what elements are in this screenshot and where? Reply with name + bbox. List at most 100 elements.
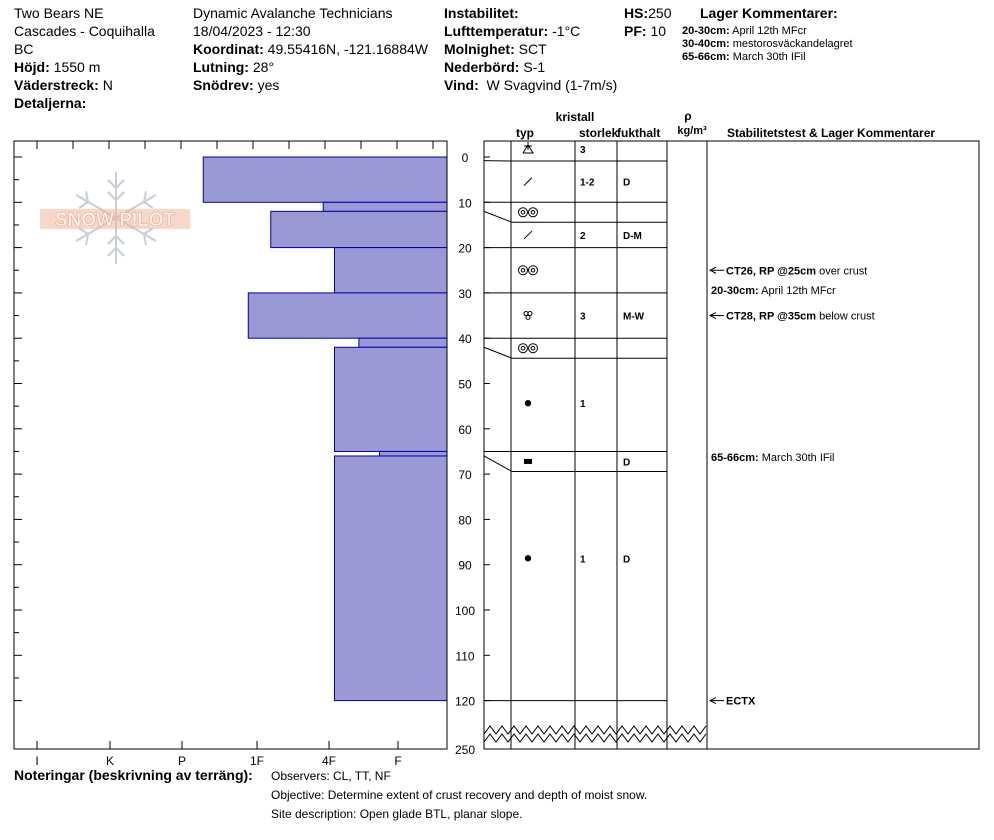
hardness-tick-label: 4F <box>322 754 336 768</box>
pf-label: PF: <box>624 23 647 39</box>
wind-value: W Svagvind (1-7m/s) <box>486 77 618 93</box>
aspect-row: Väderstreck: N <box>14 76 113 94</box>
test-arrow-head <box>708 266 717 274</box>
drift-label: Snödrev: <box>193 77 254 93</box>
hardness-tick-label: K <box>106 754 114 768</box>
column-headers: kristall typ storlek fukthalt ρ kg/m³ St… <box>516 109 935 140</box>
depth-tick-label: 40 <box>458 332 472 346</box>
layer-note-label: 65-66cm: March 30th IFil <box>711 452 835 464</box>
melt-ring <box>528 207 538 218</box>
notes-line-1: Observers: CL, TT, NF <box>271 769 391 783</box>
wind-row: Vind: W Svagvind (1-7m/s) <box>444 76 617 94</box>
melt-ring <box>518 265 528 276</box>
depth-tick-label: 120 <box>455 695 475 709</box>
grain-size-label: 1-2 <box>580 178 595 189</box>
rho-header: ρ <box>684 109 691 123</box>
hardness-tick-label: P <box>178 754 186 768</box>
elevation-label: Höjd: <box>14 59 50 75</box>
elevation-row: Höjd: 1550 m <box>14 58 100 76</box>
hardness-bar <box>334 247 448 294</box>
hardness-tick-label: I <box>35 754 38 768</box>
coordinate-row: Koordinat: 49.55416N, -121.16884W <box>193 40 428 58</box>
airtemp-value: -1°C <box>552 23 581 39</box>
depth-tick-label: 10 <box>458 196 472 210</box>
layer-note-label: 20-30cm: April 12th MFcr <box>711 285 836 297</box>
layer-comment-3: 65-66cm: March 30th IFil <box>682 51 806 63</box>
depth-tick-label: 90 <box>458 559 472 573</box>
axis-break-mark <box>483 725 707 735</box>
layer-connector <box>483 346 513 359</box>
axis-break-mark <box>483 733 707 743</box>
ice-block <box>524 458 532 464</box>
location-name: Two Bears NE <box>14 5 104 21</box>
rounded-grain-icon <box>524 555 532 562</box>
stability-comments: CT26, RP @25cm over crust CT28, RP @35cm … <box>708 265 875 708</box>
watermark-text: SNOW PILOT <box>55 210 176 231</box>
hardness-tick-label: 1F <box>250 754 264 768</box>
observation-datetime: 18/04/2023 - 12:30 <box>193 23 311 39</box>
stability-header: Stabilitetstest & Lager Kommentarer <box>727 126 935 140</box>
rounded-grain-icon <box>524 400 532 407</box>
layer-comment-1: 20-30cm: April 12th MFcr <box>682 25 807 37</box>
surface-hoar-icon <box>522 142 534 154</box>
moisture-label: D <box>623 554 630 565</box>
melt-form-icon <box>518 265 538 276</box>
hs-row: HS:250 <box>624 4 671 22</box>
elevation-value: 1550 m <box>53 59 101 75</box>
layer-comment-2: 30-40cm: mestorosväckandelagret <box>682 38 853 50</box>
hardness-bar <box>358 337 448 348</box>
hardness-bar <box>334 346 448 452</box>
layer-connector <box>483 455 513 472</box>
notes-line-3: Site description: Open glade BTL, planar… <box>271 807 523 821</box>
hardness-bar <box>270 210 448 249</box>
melt-ring <box>528 265 538 276</box>
snow-profile-chart: SNOW PILOT I K P 1F 4F F 0 10 20 30 40 50 60 70 80 90 10… <box>13 109 980 768</box>
depth-tick-label: 70 <box>458 468 472 482</box>
slope-label: Lutning: <box>193 59 249 75</box>
moisture-label: D <box>623 457 630 468</box>
depth-tick-label: 60 <box>458 423 472 437</box>
hardness-bar <box>202 156 448 203</box>
aspect-value: N <box>102 77 113 93</box>
airtemp-label: Lufttemperatur: <box>444 23 549 39</box>
precip-row: Nederbörd: S-1 <box>444 58 545 76</box>
pf-value: 10 <box>650 23 667 39</box>
melt-ring-inner <box>530 267 536 273</box>
melt-ring <box>528 343 538 354</box>
melt-ring-inner <box>530 345 536 351</box>
sky-row: Molnighet: SCT <box>444 40 547 58</box>
depth-tick-label: 250 <box>455 743 475 757</box>
chart-frames <box>13 140 980 750</box>
instability-label: Instabilitet: <box>444 5 519 21</box>
test-arrow-head <box>708 312 717 319</box>
melt-ring-inner <box>520 210 526 215</box>
coordinate-label: Koordinat: <box>193 41 264 57</box>
layer-comments-title: Lager Kommentarer: <box>700 5 838 21</box>
hardness-layers <box>202 156 448 702</box>
rounded-grain-dot <box>524 400 532 407</box>
depth-tick-label: 100 <box>455 604 475 618</box>
sky-label: Molnighet: <box>444 41 515 57</box>
aspect-label: Väderstreck: <box>14 77 99 93</box>
hs-label: HS: <box>624 5 649 21</box>
grain-size-label: 2 <box>580 231 586 242</box>
moisture-label: M-W <box>623 312 645 323</box>
region-name: Cascades - Coquihalla <box>14 23 155 39</box>
type-header: typ <box>516 126 534 140</box>
depth-tick-label: 50 <box>458 378 472 392</box>
depth-tick-label: 80 <box>458 513 472 527</box>
drift-value: yes <box>257 77 280 93</box>
hoar-triangle <box>522 144 534 154</box>
decomposing-icon <box>523 177 533 187</box>
decomposing-slash <box>523 230 533 240</box>
depth-tick-label: 30 <box>458 287 472 301</box>
profile-frame <box>483 140 980 750</box>
notes-line-2: Objective: Determine extent of crust rec… <box>271 788 648 802</box>
slope-value: 28° <box>252 59 275 75</box>
stratigraphy-layers: 3 1-2 D 2 D-M 3 M-W 1 D 1 D <box>483 142 667 702</box>
chart-axes: I K P 1F 4F F 0 10 20 30 40 50 60 70 80 90 100 110 120 250 <box>14 141 707 768</box>
melt-ring-inner <box>530 210 536 215</box>
precip-label: Nederbörd: <box>444 59 520 75</box>
grain-size-label: 3 <box>580 145 586 156</box>
melt-ring <box>518 207 528 218</box>
